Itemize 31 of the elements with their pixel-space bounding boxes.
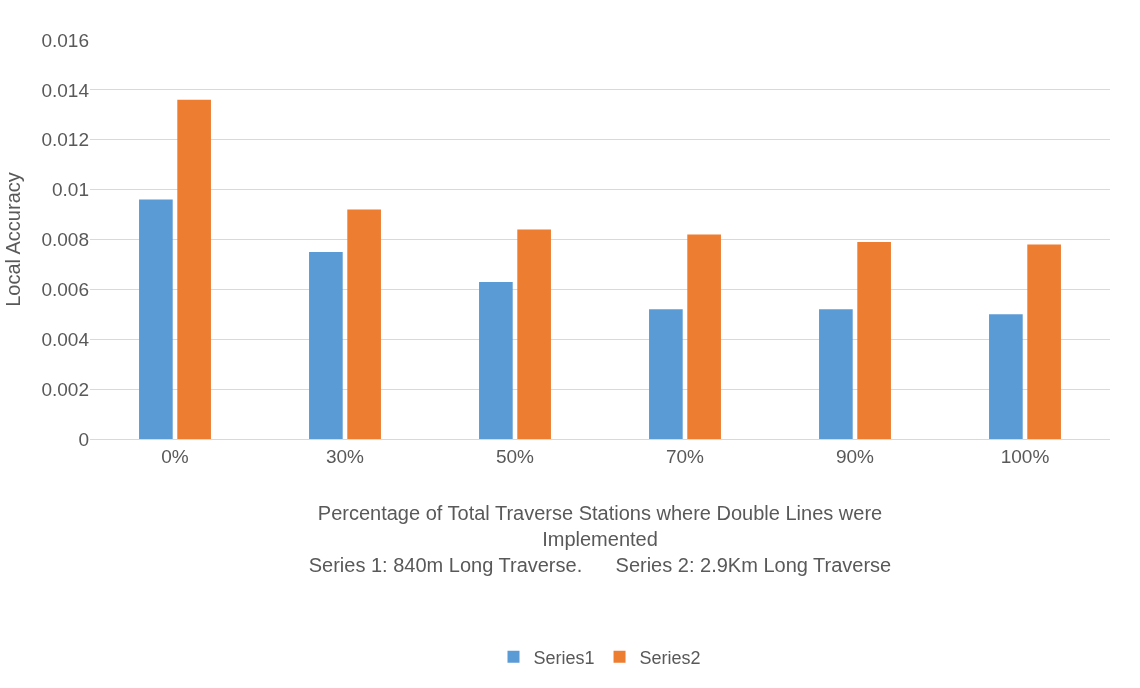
x-tick-label: 30% <box>325 445 365 467</box>
bar <box>819 309 853 439</box>
bar <box>309 251 343 439</box>
x-tick-label: 0% <box>161 445 189 467</box>
y-axis-title: Local Accuracy <box>1 172 24 307</box>
y-tick-label: 0.004 <box>41 328 90 350</box>
y-tick-label: 0.008 <box>41 229 89 251</box>
x-tick-label: 70% <box>665 445 705 467</box>
y-tick-label: 0.006 <box>41 279 89 301</box>
bar <box>1027 244 1061 439</box>
y-tick-label: 0.016 <box>41 29 89 51</box>
y-tick-label: 0 <box>78 428 89 450</box>
bar <box>857 241 891 439</box>
y-tick-label: 0.014 <box>41 79 90 101</box>
legend-label: Series2 <box>639 647 701 668</box>
bar <box>177 99 211 439</box>
bar <box>517 229 551 439</box>
x-tick-label: 100% <box>1000 445 1050 467</box>
bar <box>479 281 513 439</box>
x-tick-label: 50% <box>495 445 535 467</box>
bar <box>989 314 1023 439</box>
x-axis-title: Percentage of Total Traverse Stations where Double Lines were Implemented Series 1: 840m Long Traverse. Series 2: 2.9Km Long Traverse <box>308 502 892 577</box>
legend-label: Series1 <box>533 647 595 668</box>
y-tick-label: 0.01 <box>52 179 89 201</box>
bar <box>139 199 173 439</box>
y-tick-label: 0.002 <box>41 378 89 400</box>
bar <box>347 209 381 439</box>
bar <box>649 309 683 439</box>
bar <box>687 234 721 439</box>
y-tick-label: 0.012 <box>41 129 89 151</box>
x-tick-label: 90% <box>835 445 875 467</box>
